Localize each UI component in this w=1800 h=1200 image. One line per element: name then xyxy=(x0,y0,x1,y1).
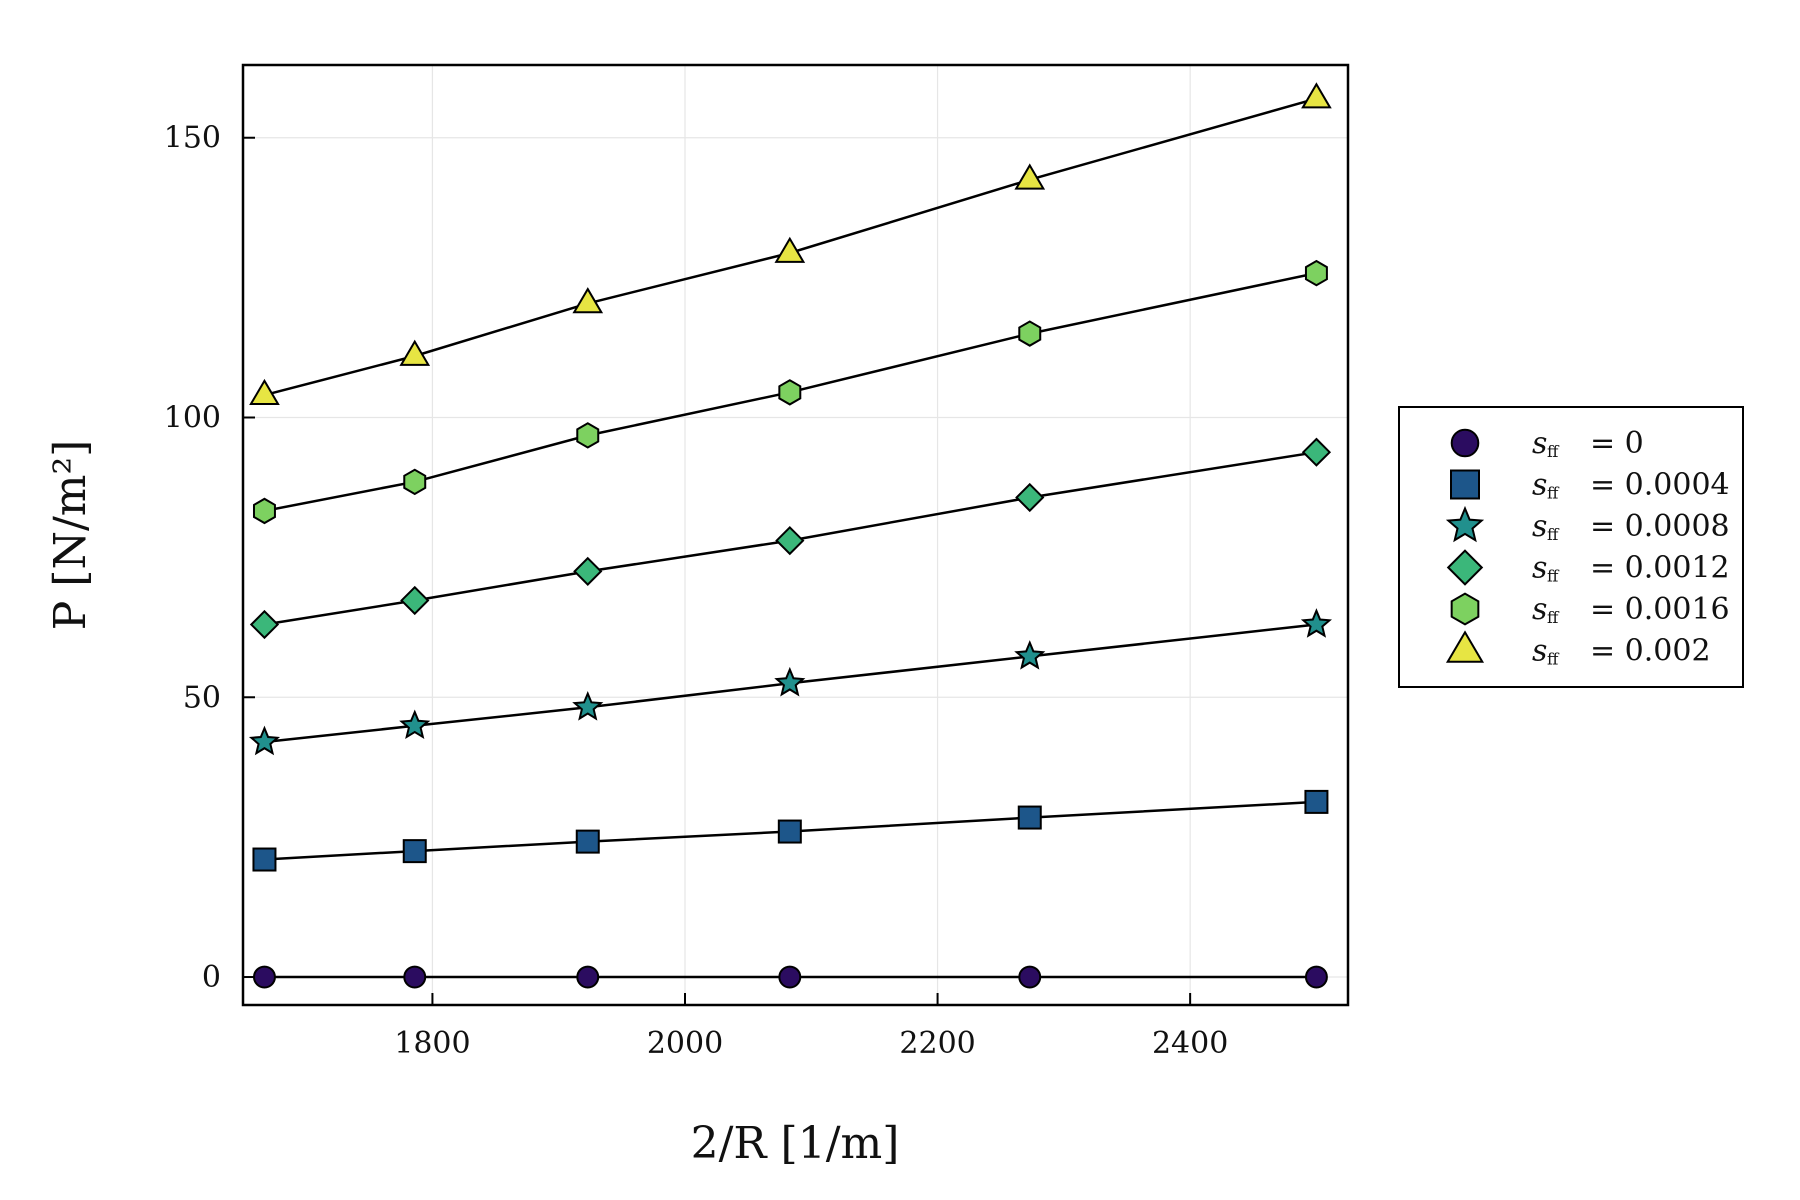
legend-marker-2 xyxy=(1445,505,1485,543)
series-markers xyxy=(248,82,1332,989)
series-line-3 xyxy=(264,450,1317,626)
data-point-s2-5 xyxy=(1300,608,1332,638)
data-point-s4-4 xyxy=(1018,320,1042,347)
axis-ticks: 1800 2000 2200 2400 0 50 100 150 xyxy=(164,121,1229,1061)
y-tick-label: 150 xyxy=(164,121,221,156)
data-point-s1-5 xyxy=(1304,789,1329,814)
series-line-1 xyxy=(264,800,1317,861)
legend-marker-4 xyxy=(1450,592,1480,626)
data-point-s1-2 xyxy=(575,829,600,854)
x-tick-label: 1800 xyxy=(394,1026,470,1061)
legend-var-1: s xyxy=(1532,468,1547,503)
data-point-s4-5 xyxy=(1304,259,1328,287)
plot-frame xyxy=(241,63,1350,1007)
data-point-s2-2 xyxy=(572,690,604,721)
legend-marker-1 xyxy=(1450,469,1480,500)
legend-subscript-3: ff xyxy=(1547,567,1560,586)
legend-var-5: s xyxy=(1532,634,1547,669)
x-axis-title: 2/R [1/m] xyxy=(691,1118,900,1169)
data-point-s4-3 xyxy=(778,379,802,406)
y-tick-label: 0 xyxy=(202,960,221,995)
x-tick-label: 2200 xyxy=(899,1026,975,1061)
y-tick-label: 50 xyxy=(183,680,221,715)
data-point-s2-1 xyxy=(399,709,431,740)
data-point-s0-4 xyxy=(1018,965,1042,989)
series-line-2 xyxy=(264,623,1317,744)
legend-marker-0 xyxy=(1450,428,1480,458)
legend-subscript-0: ff xyxy=(1547,442,1560,461)
data-point-s0-0 xyxy=(253,965,276,989)
legend-value-4: = 0.0016 xyxy=(1590,592,1730,627)
data-point-s0-2 xyxy=(576,965,600,989)
data-point-s1-4 xyxy=(1017,805,1042,830)
data-point-s2-4 xyxy=(1014,640,1046,670)
legend-subscript-2: ff xyxy=(1547,525,1560,544)
data-point-s4-0 xyxy=(252,497,276,525)
legend-var-0: s xyxy=(1532,426,1547,461)
data-point-s3-5 xyxy=(1301,437,1332,467)
data-point-s5-4 xyxy=(1014,163,1046,190)
data-point-s0-1 xyxy=(403,965,427,989)
legend-subscript-1: ff xyxy=(1547,484,1560,503)
data-point-s5-1 xyxy=(399,339,431,366)
data-point-s5-2 xyxy=(572,287,604,314)
data-point-s4-1 xyxy=(403,468,427,496)
data-point-s5-3 xyxy=(774,236,806,263)
series-line-5 xyxy=(264,97,1317,397)
data-point-s3-0 xyxy=(249,609,280,640)
x-tick-label: 2000 xyxy=(647,1026,723,1061)
data-point-s3-1 xyxy=(400,585,430,616)
data-point-s2-3 xyxy=(774,666,806,697)
legend-value-1: = 0.0004 xyxy=(1590,468,1730,503)
data-point-s1-1 xyxy=(402,839,427,864)
data-point-s3-4 xyxy=(1015,482,1045,513)
data-point-s0-5 xyxy=(1304,965,1328,989)
legend-value-0: = 0 xyxy=(1590,426,1644,461)
legend-value-2: = 0.0008 xyxy=(1590,509,1730,544)
data-point-s0-3 xyxy=(778,965,802,989)
data-point-s1-0 xyxy=(252,847,277,872)
legend-value-5: = 0.002 xyxy=(1590,634,1711,669)
data-point-s3-2 xyxy=(573,556,603,586)
x-tick-label: 2400 xyxy=(1152,1026,1228,1061)
legend-marker-5 xyxy=(1445,630,1485,663)
legend-value-3: = 0.0012 xyxy=(1590,551,1730,586)
data-point-s4-2 xyxy=(576,422,600,449)
legend-var-2: s xyxy=(1532,509,1547,544)
data-point-s2-0 xyxy=(248,725,281,756)
legend-var-4: s xyxy=(1532,592,1547,627)
legend-subscript-4: ff xyxy=(1547,608,1560,627)
y-axis-title: P [N/m²] xyxy=(45,440,96,631)
series-lines xyxy=(264,97,1317,979)
legend-marker-3 xyxy=(1446,549,1484,586)
data-point-s5-5 xyxy=(1301,82,1332,109)
data-point-s5-0 xyxy=(249,378,280,405)
series-line-4 xyxy=(264,271,1317,513)
y-tick-label: 100 xyxy=(164,401,221,436)
legend-var-3: s xyxy=(1532,551,1547,586)
data-point-s1-3 xyxy=(777,819,802,844)
data-point-s3-3 xyxy=(775,525,805,556)
legend-subscript-5: ff xyxy=(1547,650,1560,669)
